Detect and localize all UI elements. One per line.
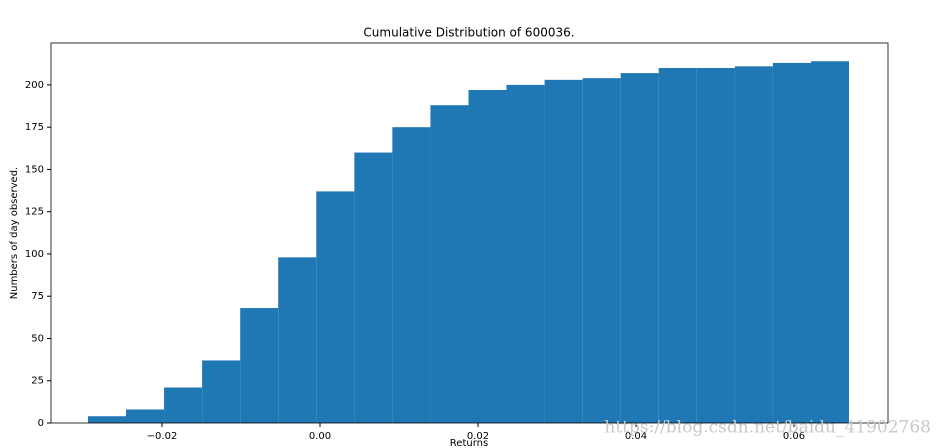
y-tick-label: 25 bbox=[31, 376, 44, 387]
bar bbox=[354, 152, 393, 424]
y-tick-label: 100 bbox=[25, 249, 44, 260]
bar bbox=[202, 360, 241, 423]
x-tick-label: 0.06 bbox=[783, 431, 805, 442]
bar bbox=[126, 409, 165, 423]
bar bbox=[544, 79, 583, 424]
bar bbox=[658, 68, 697, 423]
x-tick-label: −0.02 bbox=[147, 431, 178, 442]
bar bbox=[582, 78, 621, 423]
plot-frame bbox=[50, 42, 889, 424]
x-tick-label: 0.00 bbox=[309, 431, 331, 442]
bar bbox=[430, 105, 469, 423]
bar bbox=[240, 308, 279, 423]
bar bbox=[734, 66, 773, 424]
bar bbox=[164, 387, 203, 423]
y-tick-label: 50 bbox=[31, 333, 44, 344]
x-tick-label: 0.04 bbox=[625, 431, 647, 442]
chart-title: Cumulative Distribution of 600036. bbox=[363, 26, 574, 40]
bar bbox=[506, 84, 545, 424]
y-tick-label: 175 bbox=[25, 122, 44, 133]
bar bbox=[468, 89, 507, 423]
bar bbox=[772, 62, 811, 423]
y-axis-label: Numbers of day observed. bbox=[9, 167, 20, 300]
bar bbox=[87, 416, 127, 423]
x-tick-label: 0.02 bbox=[467, 431, 489, 442]
bar bbox=[316, 191, 355, 423]
bar bbox=[810, 61, 849, 424]
y-tick-label: 150 bbox=[25, 164, 44, 175]
bar bbox=[392, 127, 431, 424]
bar bbox=[620, 73, 659, 424]
y-tick-label: 0 bbox=[38, 418, 44, 429]
y-tick-label: 75 bbox=[31, 291, 44, 302]
y-tick-label: 125 bbox=[25, 207, 44, 218]
bar bbox=[278, 257, 317, 423]
y-tick-label: 200 bbox=[25, 80, 44, 91]
x-axis-label: Returns bbox=[450, 438, 488, 448]
watermark: https://blog.csdn.net/baidu_41902768 bbox=[604, 418, 931, 438]
bar bbox=[696, 68, 735, 423]
